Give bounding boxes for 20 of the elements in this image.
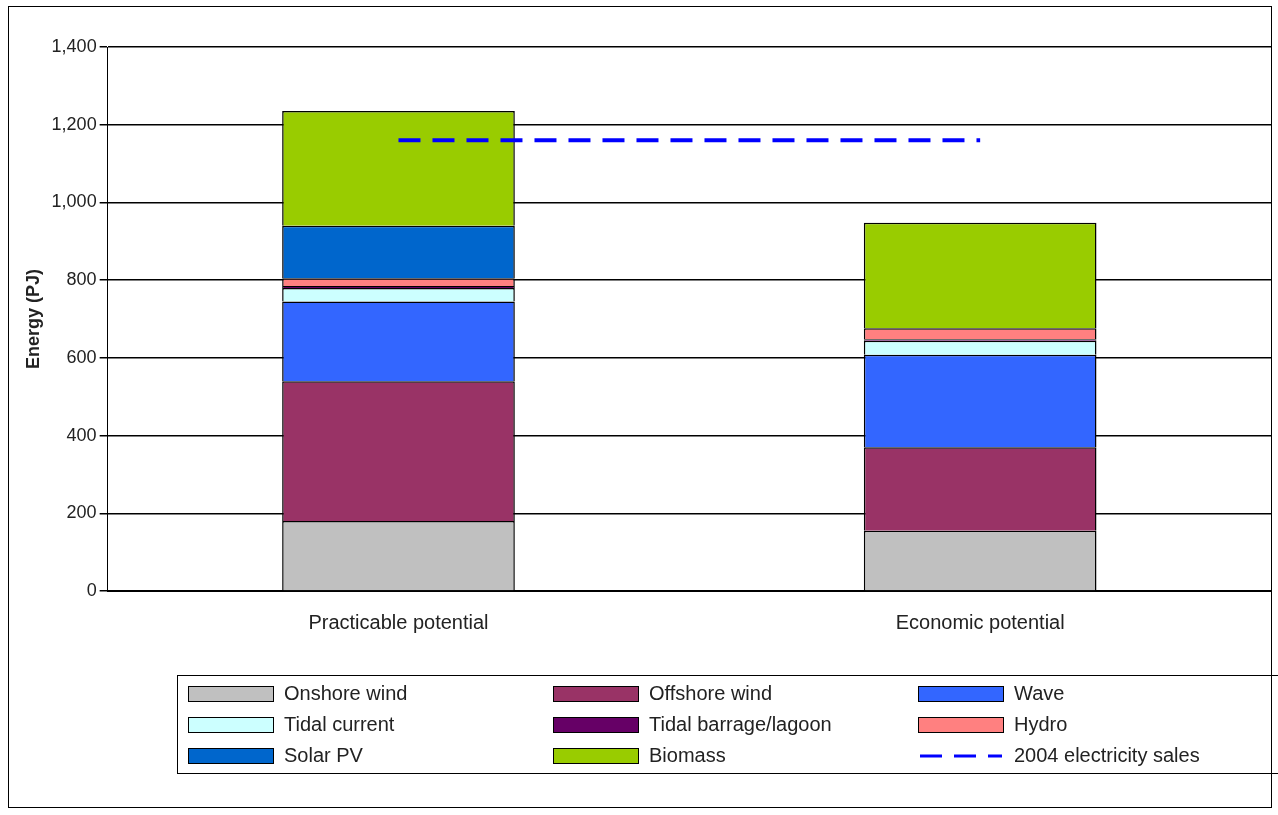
y-tick-label: 1,400	[51, 35, 97, 56]
legend-label: Onshore wind	[283, 682, 409, 705]
x-tick-label: Practicable potential	[308, 610, 489, 633]
legend-label: Hydro	[1013, 713, 1069, 736]
legend-label: Solar PV	[283, 744, 364, 767]
legend-label: Tidal current	[283, 713, 396, 736]
y-tick-label: 400	[66, 424, 97, 445]
y-tick-label: 600	[66, 346, 97, 367]
legend-label: Offshore wind	[648, 682, 774, 705]
x-tick-label: Economic potential	[895, 610, 1065, 633]
y-tick-label: 0	[86, 579, 97, 600]
y-axis-title: Energy (PJ)	[22, 268, 43, 370]
y-tick-label: 1,000	[51, 191, 97, 212]
legend-label: Wave	[1013, 682, 1066, 705]
y-tick-label: 200	[66, 502, 97, 523]
y-tick-label: 1,200	[51, 113, 97, 134]
legend-label: Biomass	[648, 744, 727, 767]
y-tick-label: 800	[66, 269, 97, 290]
legend-label: Tidal barrage/lagoon	[648, 713, 833, 736]
legend-label: 2004 electricity sales	[1013, 744, 1201, 767]
